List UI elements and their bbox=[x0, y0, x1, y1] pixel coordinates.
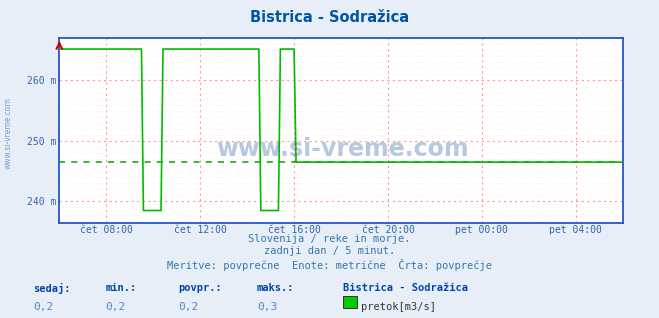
Text: www.si-vreme.com: www.si-vreme.com bbox=[3, 98, 13, 169]
Text: www.si-vreme.com: www.si-vreme.com bbox=[216, 137, 469, 162]
Text: 0,2: 0,2 bbox=[178, 302, 198, 312]
Text: pretok[m3/s]: pretok[m3/s] bbox=[361, 302, 436, 312]
Text: Slovenija / reke in morje.: Slovenija / reke in morje. bbox=[248, 234, 411, 244]
Text: Meritve: povprečne  Enote: metrične  Črta: povprečje: Meritve: povprečne Enote: metrične Črta:… bbox=[167, 259, 492, 271]
Text: zadnji dan / 5 minut.: zadnji dan / 5 minut. bbox=[264, 246, 395, 256]
Text: 0,2: 0,2 bbox=[105, 302, 126, 312]
Text: 0,2: 0,2 bbox=[33, 302, 53, 312]
Text: min.:: min.: bbox=[105, 283, 136, 293]
Text: 0,3: 0,3 bbox=[257, 302, 277, 312]
Text: Bistrica - Sodražica: Bistrica - Sodražica bbox=[343, 283, 468, 293]
Text: sedaj:: sedaj: bbox=[33, 283, 71, 294]
Text: povpr.:: povpr.: bbox=[178, 283, 221, 293]
Text: Bistrica - Sodražica: Bistrica - Sodražica bbox=[250, 10, 409, 24]
Text: maks.:: maks.: bbox=[257, 283, 295, 293]
